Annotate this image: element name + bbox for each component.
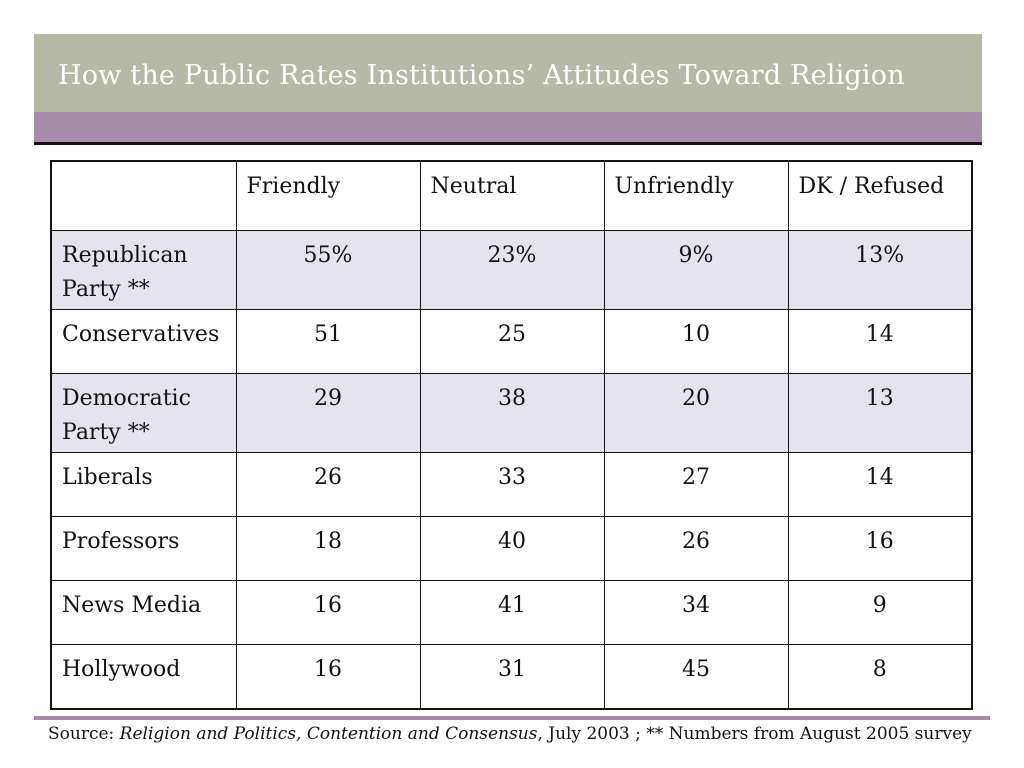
row-label: Liberals [50,452,237,517]
table-cell: 26 [603,516,789,581]
table-cell: 45 [603,644,789,710]
table-cell: 33 [419,452,605,517]
source-suffix: , July 2003 ; ** Numbers from August 200… [537,724,972,744]
table-row: Hollywood 16 31 45 8 [50,644,973,710]
table-cell: 41 [419,580,605,645]
table-cell: 14 [787,309,973,374]
table-row: Republican Party ** 55% 23% 9% 13% [50,230,973,310]
table-cell: 18 [235,516,421,581]
header-cell-dk-refused: DK / Refused [787,160,973,231]
row-label-line: Party ** [62,420,150,445]
results-table: Friendly Neutral Unfriendly DK / Refused… [50,160,973,710]
table-cell: 16 [235,644,421,710]
table-cell: 29 [235,373,421,453]
table-cell: 26 [235,452,421,517]
source-work-title: Religion and Politics, Contention and Co… [119,724,538,744]
row-label-line: Republican [62,243,188,268]
row-label: Republican Party ** [50,230,237,310]
header-cell-unfriendly: Unfriendly [603,160,789,231]
table-row: News Media 16 41 34 9 [50,580,973,645]
table-cell: 16 [235,580,421,645]
table-row: Conservatives 51 25 10 14 [50,309,973,374]
table-cell: 10 [603,309,789,374]
row-label: News Media [50,580,237,645]
source-note: Source: Religion and Politics, Contentio… [48,724,972,744]
row-label-line: Party ** [62,277,150,302]
table-cell: 20 [603,373,789,453]
accent-band [34,112,982,142]
source-prefix: Source: [48,724,120,744]
row-label: Professors [50,516,237,581]
divider [34,142,982,145]
title-bar: How the Public Rates Institutions’ Attit… [34,34,982,112]
table-cell: 13 [787,373,973,453]
table-row: Liberals 26 33 27 14 [50,452,973,517]
table-cell: 25 [419,309,605,374]
page-title: How the Public Rates Institutions’ Attit… [58,60,905,91]
table-cell: 27 [603,452,789,517]
header-cell-neutral: Neutral [419,160,605,231]
table-cell: 55% [235,230,421,310]
header-cell-empty [50,160,237,231]
row-label: Democratic Party ** [50,373,237,453]
row-label: Hollywood [50,644,237,710]
table-cell: 34 [603,580,789,645]
table-cell: 8 [787,644,973,710]
table-cell: 31 [419,644,605,710]
table-header-row: Friendly Neutral Unfriendly DK / Refused [50,160,973,231]
table-cell: 40 [419,516,605,581]
row-label-line: Democratic [62,386,191,411]
footer-divider [34,716,990,720]
table-cell: 14 [787,452,973,517]
header-cell-friendly: Friendly [235,160,421,231]
table-cell: 9 [787,580,973,645]
table-cell: 13% [787,230,973,310]
table-cell: 16 [787,516,973,581]
table-cell: 9% [603,230,789,310]
table-row: Democratic Party ** 29 38 20 13 [50,373,973,453]
table-cell: 51 [235,309,421,374]
row-label: Conservatives [50,309,237,374]
table-cell: 38 [419,373,605,453]
table-cell: 23% [419,230,605,310]
table-row: Professors 18 40 26 16 [50,516,973,581]
